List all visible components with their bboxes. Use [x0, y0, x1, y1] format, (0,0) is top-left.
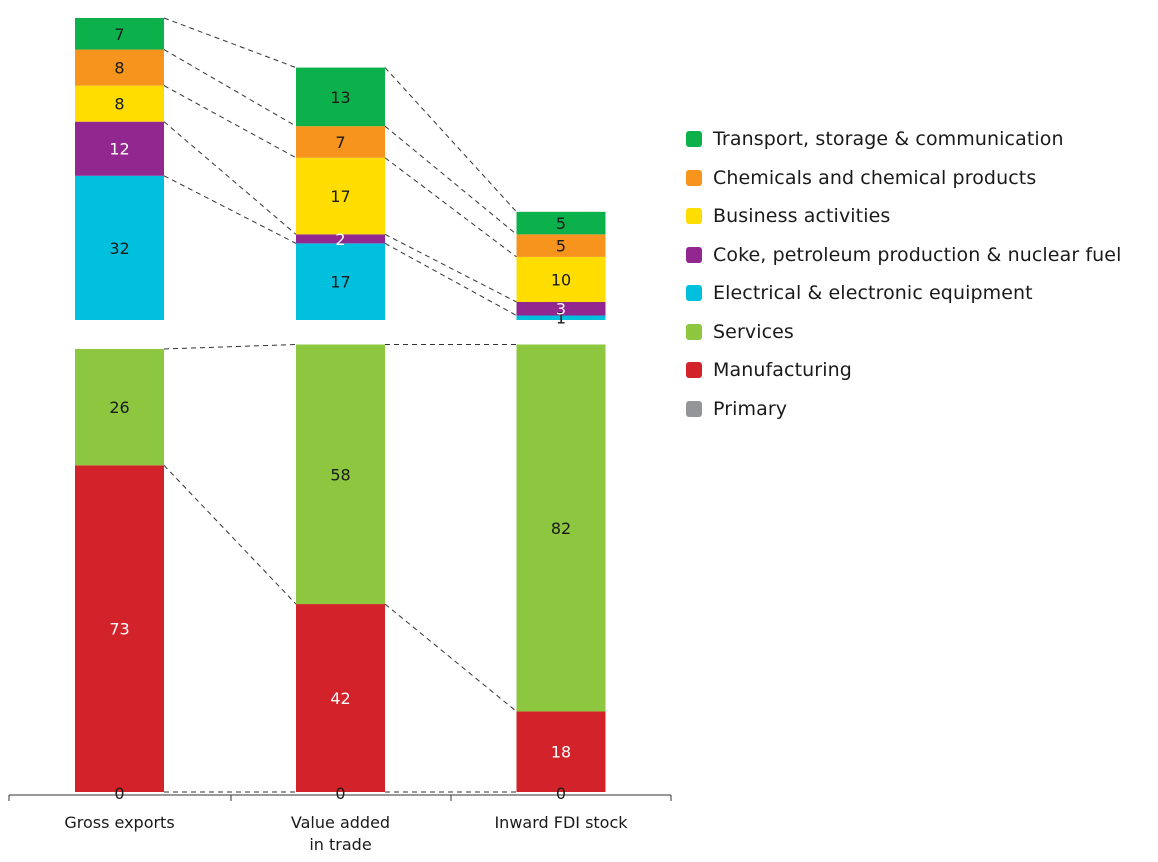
connector-line	[163, 344, 297, 350]
legend-swatch	[686, 323, 702, 340]
data-label: 42	[330, 689, 350, 708]
data-label: 82	[551, 519, 571, 538]
data-label: 12	[109, 140, 129, 159]
legend-swatch	[686, 400, 702, 417]
bar-segment	[75, 49, 164, 86]
connector-line	[163, 85, 297, 159]
legend-item: Electrical & electronic equipment	[686, 274, 1121, 313]
x-axis	[8, 794, 672, 801]
bar-segment	[516, 256, 606, 302]
legend-item: Transport, storage & communication	[686, 120, 1121, 159]
data-label: 3	[556, 300, 566, 319]
category-label: Value added in trade	[291, 813, 390, 854]
bar-segment	[516, 315, 606, 320]
legend-label: Services	[713, 320, 794, 343]
bar-segment	[296, 157, 385, 235]
data-label: 5	[556, 237, 566, 256]
legend-item: Primary	[686, 390, 1121, 429]
legend-item: Coke, petroleum production & nuclear fue…	[686, 236, 1121, 275]
data-label: 7	[114, 25, 124, 44]
connector-line	[163, 17, 297, 69]
data-label: 7	[335, 133, 345, 152]
data-label: 17	[330, 273, 350, 292]
bar-segment	[516, 234, 606, 257]
data-label: 0	[335, 784, 345, 803]
bar-segment	[296, 67, 385, 127]
legend-label: Primary	[713, 397, 788, 420]
bar-segment	[75, 465, 164, 792]
data-label: 8	[114, 59, 124, 78]
legend-label: Manufacturing	[713, 359, 852, 382]
data-label: 8	[114, 95, 124, 114]
legend-label: Coke, petroleum production & nuclear fue…	[713, 243, 1122, 266]
legend-swatch	[686, 169, 702, 186]
category-label: Inward FDI stock	[494, 813, 628, 832]
bar-segment	[516, 211, 606, 235]
bar-segment	[75, 175, 164, 320]
data-label: 5	[556, 214, 566, 233]
legend-label: Transport, storage & communication	[713, 128, 1064, 151]
connector-line	[384, 603, 517, 712]
bar-segment	[296, 234, 385, 244]
connector-line	[384, 157, 517, 258]
legend-swatch	[686, 362, 702, 379]
data-label: 0	[556, 784, 566, 803]
data-label: 32	[109, 239, 129, 258]
category-label: Gross exports	[64, 813, 174, 832]
bar-segment	[296, 344, 385, 605]
legend-swatch	[686, 131, 702, 148]
connector-line	[163, 464, 297, 605]
bar-segment	[516, 301, 606, 316]
connector-line	[384, 233, 517, 303]
data-label: 2	[335, 230, 345, 249]
legend-label: Business activities	[713, 205, 891, 228]
bar-segment	[75, 348, 164, 466]
bar-segment	[75, 18, 164, 50]
legend: Transport, storage & communication Chemi…	[686, 120, 1121, 428]
bar-segment	[516, 344, 606, 712]
legend-swatch	[686, 208, 702, 225]
legend-item: Chemicals and chemical products	[686, 159, 1121, 198]
data-label: 18	[551, 743, 571, 762]
bar-segment	[75, 85, 164, 122]
connector-line	[163, 121, 297, 235]
bar-segment	[296, 604, 385, 792]
bar-segment	[296, 126, 385, 158]
legend-label: Electrical & electronic equipment	[713, 282, 1033, 305]
legend-item: Business activities	[686, 197, 1121, 236]
connector-lines	[163, 17, 517, 793]
data-label: 58	[330, 465, 350, 484]
bar-segment	[75, 121, 164, 176]
legend-item: Services	[686, 313, 1121, 352]
data-label: 10	[551, 270, 571, 289]
value-labels: 0 73 26 0 42 58 0 18 82 32 12 8 8 7 17 2 17 7 13 13 10 5 5	[109, 25, 571, 803]
data-label: 1	[556, 309, 566, 328]
legend-swatch	[686, 285, 702, 302]
data-label: 0	[114, 784, 124, 803]
bar-segment	[296, 243, 385, 320]
category-labels: Gross exports Value added in trade Inward F…	[64, 813, 628, 854]
data-label: 13	[330, 88, 350, 107]
connector-line	[384, 67, 517, 213]
legend-label: Chemicals and chemical products	[713, 166, 1037, 189]
connector-line	[163, 49, 297, 127]
connector-line	[384, 125, 517, 235]
legend-item: Manufacturing	[686, 351, 1121, 390]
data-label: 73	[109, 620, 129, 639]
bar-segment	[516, 711, 606, 792]
connector-line	[163, 175, 297, 244]
data-label: 17	[330, 187, 350, 206]
legend-swatch	[686, 246, 702, 263]
connector-line	[384, 242, 517, 316]
bar-segments	[75, 18, 606, 792]
data-label: 26	[109, 398, 129, 417]
